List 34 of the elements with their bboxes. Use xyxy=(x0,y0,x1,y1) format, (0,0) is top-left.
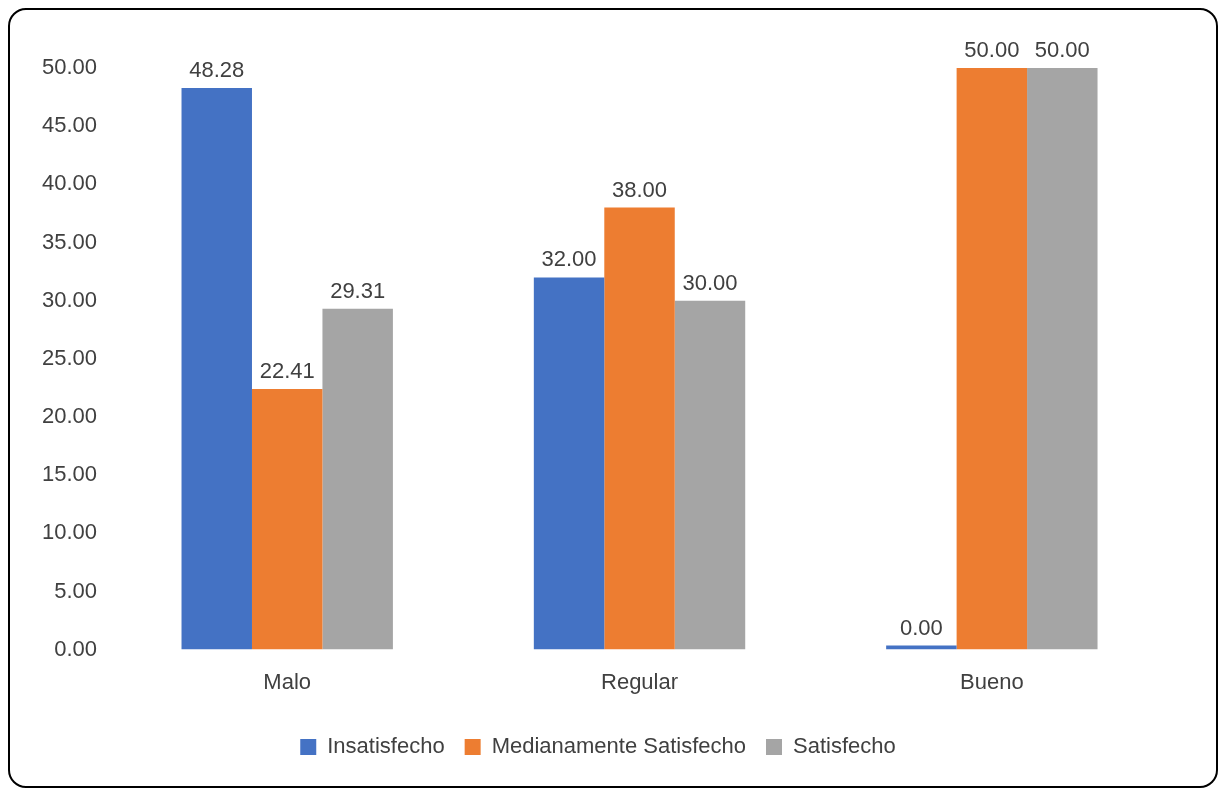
data-label: 50.00 xyxy=(1034,37,1090,63)
legend-label: Satisfecho xyxy=(793,733,896,759)
data-label: 22.41 xyxy=(259,357,315,383)
bar xyxy=(251,388,323,650)
x-tick-label: Bueno xyxy=(960,668,1024,694)
y-tick-label: 5.00 xyxy=(54,577,98,603)
y-tick-label: 45.00 xyxy=(41,112,98,138)
bar xyxy=(533,277,605,650)
legend-label: Medianamente Satisfecho xyxy=(491,733,747,759)
bar xyxy=(1027,68,1098,650)
y-tick-label: 30.00 xyxy=(41,286,98,312)
data-label: 32.00 xyxy=(541,246,597,272)
bar xyxy=(674,300,746,650)
data-label: 48.28 xyxy=(189,57,245,83)
y-tick-label: 40.00 xyxy=(41,170,98,196)
bar xyxy=(956,68,1028,650)
legend-label: Insatisfecho xyxy=(327,733,445,759)
bar xyxy=(604,207,675,650)
x-tick-label: Malo xyxy=(263,668,312,694)
y-tick-label: 0.00 xyxy=(54,635,98,661)
data-label: 30.00 xyxy=(682,269,738,295)
data-label: 0.00 xyxy=(899,614,943,640)
data-label: 38.00 xyxy=(612,176,668,202)
bar xyxy=(181,88,252,650)
bar xyxy=(322,308,393,650)
y-tick-label: 10.00 xyxy=(41,519,98,545)
y-tick-label: 35.00 xyxy=(41,228,98,254)
data-label: 29.31 xyxy=(330,277,386,303)
y-tick-label: 15.00 xyxy=(41,461,98,487)
y-tick-label: 25.00 xyxy=(41,344,98,370)
y-tick-label: 50.00 xyxy=(41,54,98,80)
data-label: 50.00 xyxy=(964,37,1020,63)
y-tick-label: 20.00 xyxy=(41,403,98,429)
x-tick-label: Regular xyxy=(601,668,679,694)
